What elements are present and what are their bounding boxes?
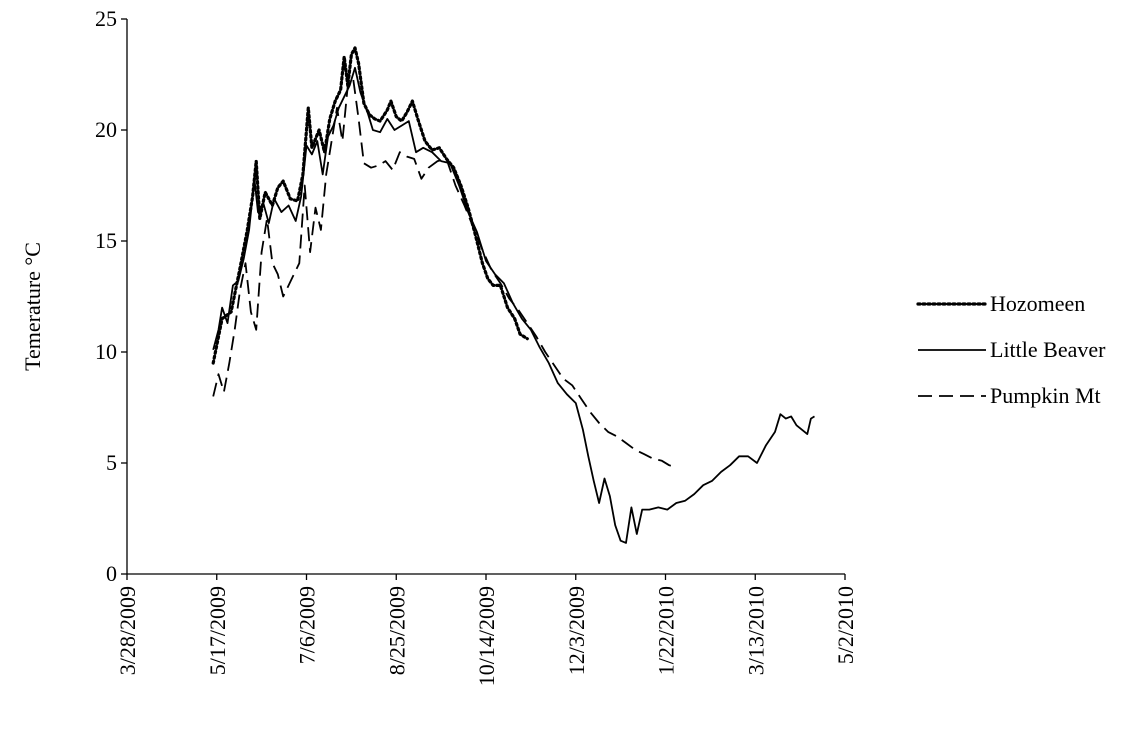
x-tick-label: 5/17/2009 <box>205 586 230 675</box>
y-tick-label: 0 <box>106 561 117 586</box>
series-line-little-beaver <box>212 66 815 544</box>
y-tick-label: 25 <box>95 6 117 31</box>
x-tick-label: 12/3/2009 <box>564 586 589 675</box>
y-axis-ticks: 0 5 10 15 20 25 <box>95 6 127 586</box>
x-tick-label: 10/14/2009 <box>474 586 499 686</box>
legend-label: Little Beaver <box>990 337 1106 362</box>
y-tick-label: 5 <box>106 450 117 475</box>
x-tick-label: 3/13/2010 <box>743 586 768 675</box>
legend-label: Hozomeen <box>990 291 1085 316</box>
y-tick-label: 20 <box>95 117 117 142</box>
x-tick-label: 7/6/2009 <box>295 586 320 664</box>
x-tick-label: 1/22/2010 <box>654 586 679 675</box>
y-axis-title: Temerature °C <box>20 242 45 371</box>
x-tick-label: 5/2/2010 <box>833 586 858 664</box>
legend: Hozomeen Little Beaver Pumpkin Mt <box>916 291 1106 408</box>
legend-label: Pumpkin Mt <box>990 383 1101 408</box>
x-tick-label: 3/28/2009 <box>115 586 140 675</box>
x-tick-label: 8/25/2009 <box>384 586 409 675</box>
y-tick-label: 10 <box>95 339 117 364</box>
y-tick-label: 15 <box>95 228 117 253</box>
series-layer <box>211 46 815 544</box>
series-line-hozomeen <box>211 46 529 365</box>
x-axis-ticks: 3/28/2009 5/17/2009 7/6/2009 8/25/2009 10/14… <box>115 574 858 686</box>
series-line-pumpkin-mt <box>212 78 677 469</box>
